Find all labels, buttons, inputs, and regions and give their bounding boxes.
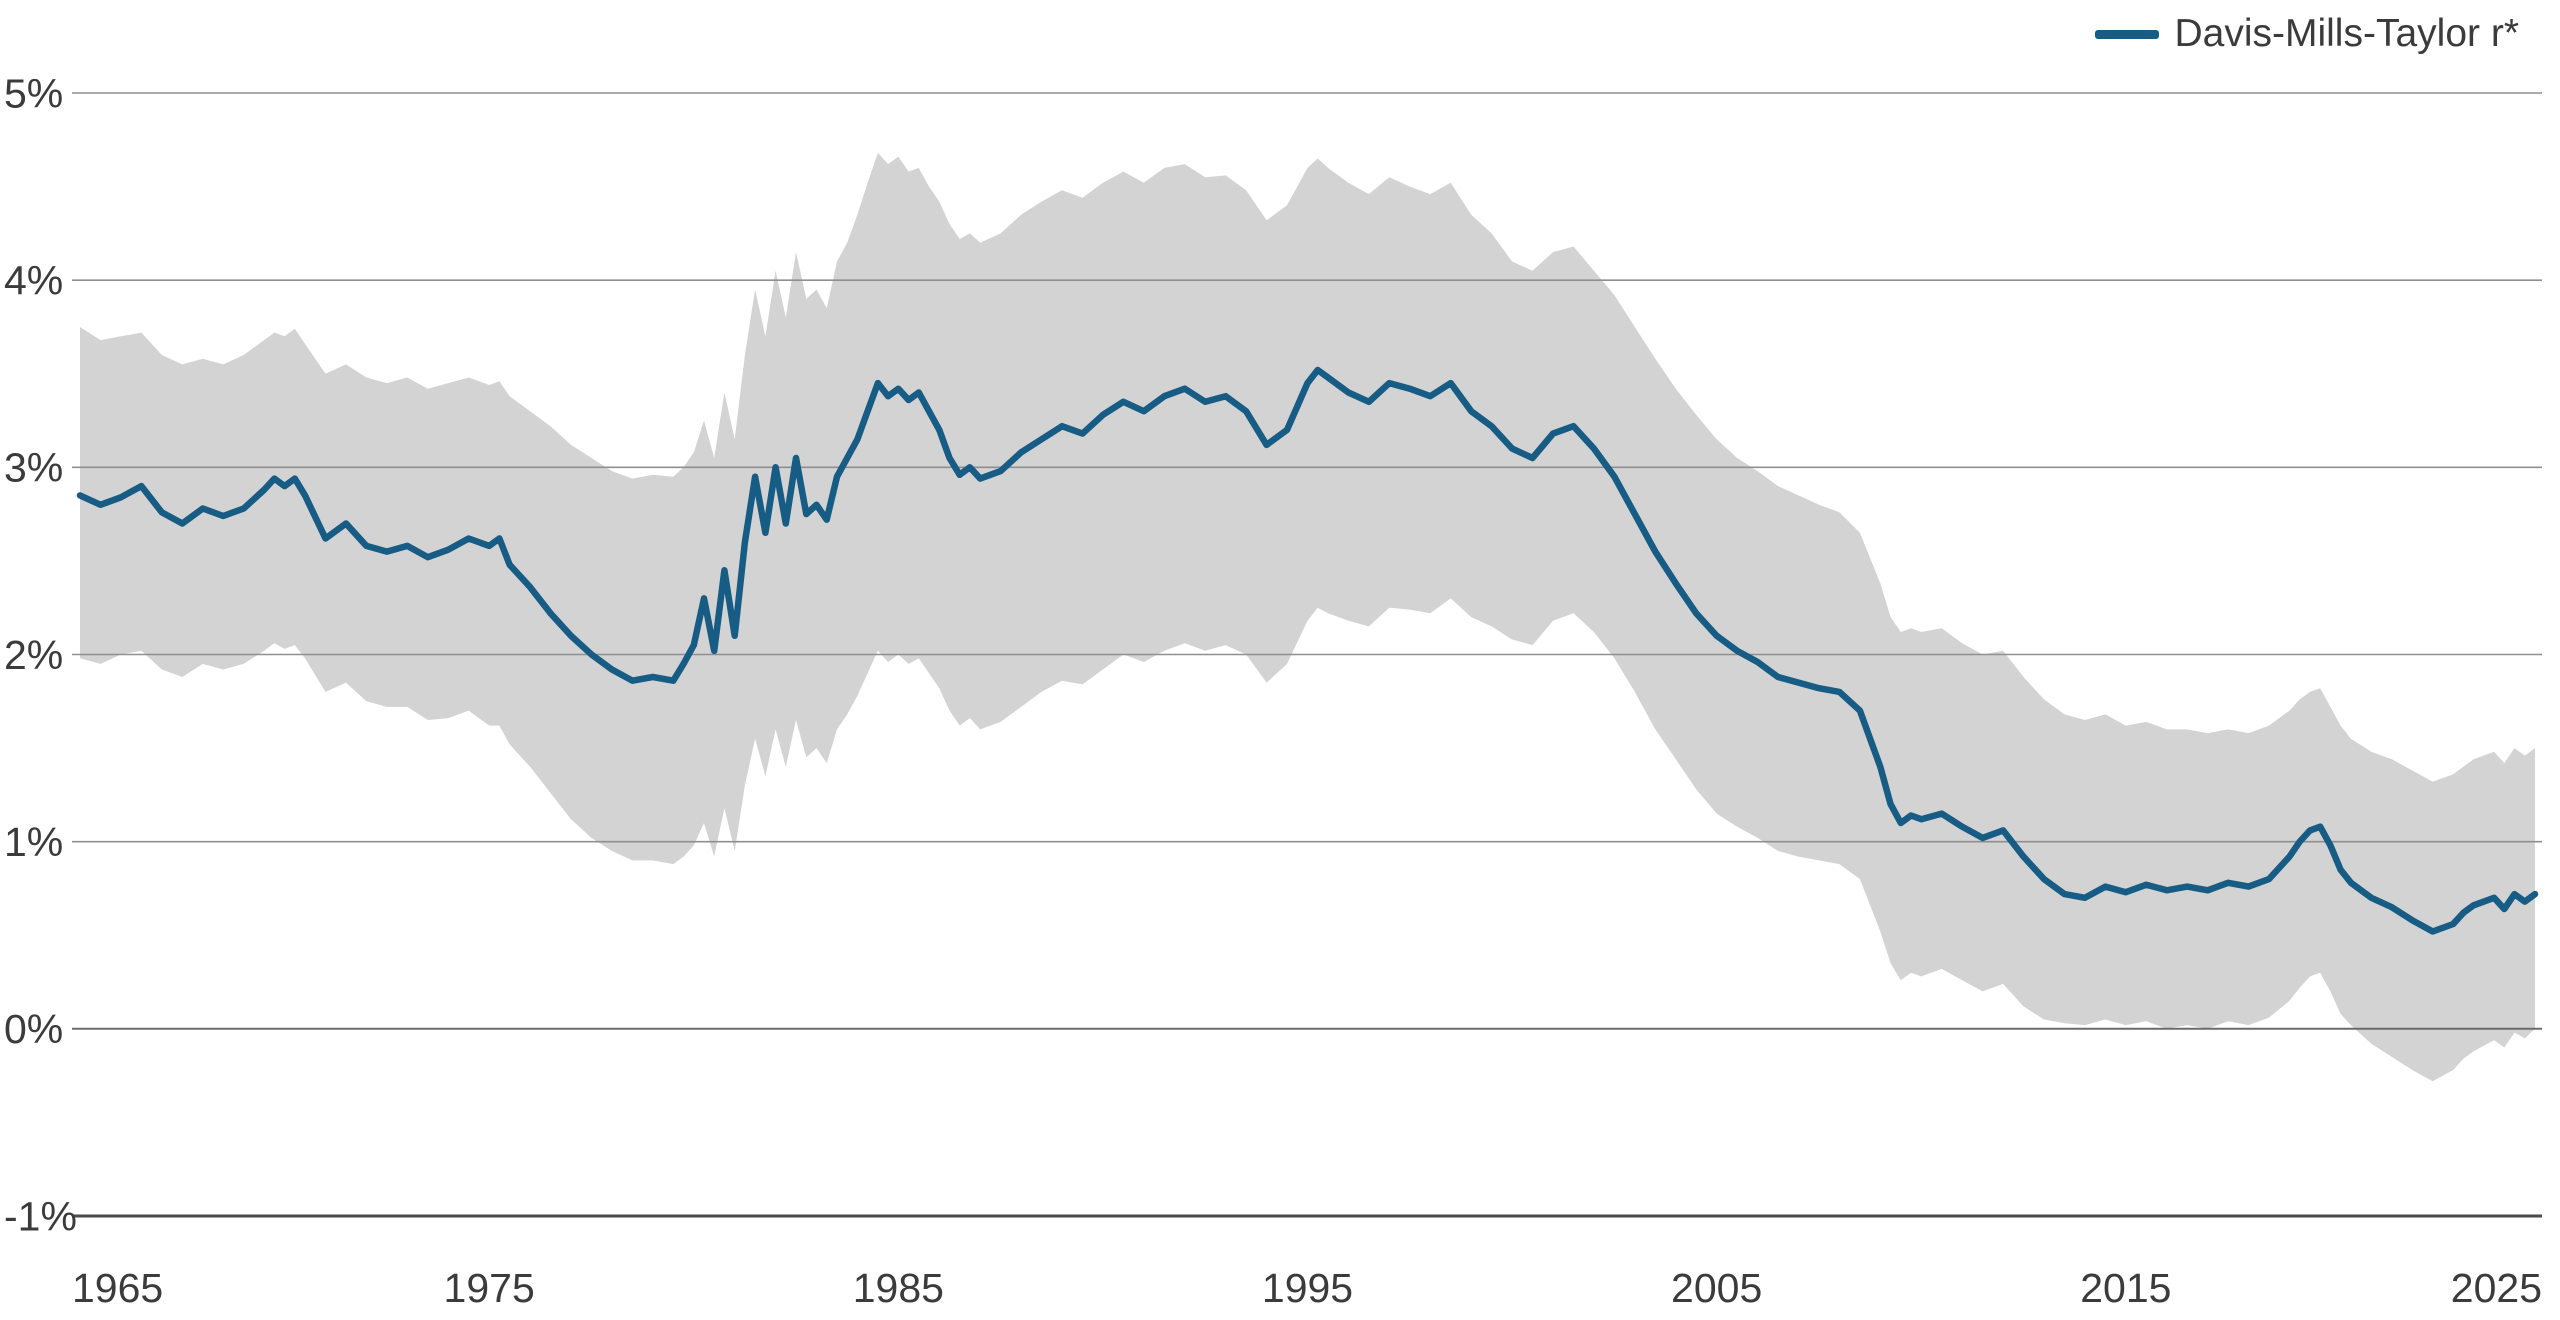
- y-axis-label: 2%: [4, 632, 63, 678]
- y-axis-label: 4%: [4, 258, 63, 304]
- y-axis-label: -1%: [4, 1193, 77, 1239]
- x-axis-label: 1985: [853, 1265, 944, 1311]
- legend-line-swatch: [2095, 29, 2160, 39]
- x-axis-label: 1975: [444, 1265, 535, 1311]
- x-axis-label: 2025: [2451, 1265, 2542, 1311]
- y-axis-label: 0%: [4, 1006, 63, 1052]
- x-axis-label: 2015: [2080, 1265, 2171, 1311]
- x-axis-label: 1965: [72, 1265, 163, 1311]
- confidence-band: [80, 152, 2535, 1082]
- x-axis-label: 1995: [1262, 1265, 1353, 1311]
- legend-label: Davis-Mills-Taylor r*: [2174, 12, 2519, 55]
- r-star-line: [76, 366, 2539, 935]
- x-axis-label: 2005: [1671, 1265, 1762, 1311]
- y-axis-label: 5%: [4, 70, 63, 116]
- legend: Davis-Mills-Taylor r*: [2095, 12, 2519, 56]
- y-axis-label: 3%: [4, 445, 63, 491]
- y-axis-label: 1%: [4, 819, 63, 865]
